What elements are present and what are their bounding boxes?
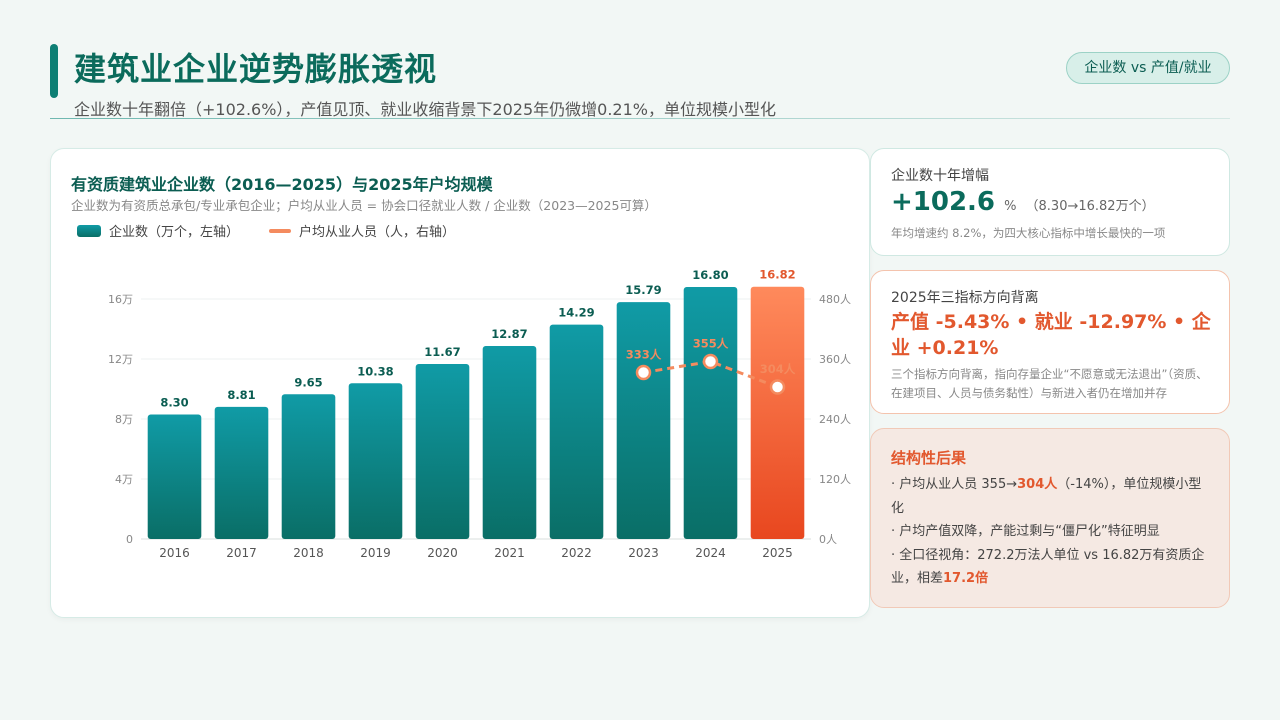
topic-pill: 企业数 vs 产值/就业 [1066, 52, 1230, 84]
x-tick-label: 2016 [159, 546, 190, 560]
bar-2023 [616, 302, 671, 539]
divergence-card: 2025年三指标方向背离 产值 -5.43% • 就业 -12.97% • 企业… [870, 270, 1230, 414]
bar-value-label: 16.82 [759, 268, 795, 282]
chart-title: 有资质建筑业企业数（2016—2025）与2025年户均规模 [71, 175, 493, 194]
item1-pre: · 户均从业人员 355→ [891, 477, 1018, 492]
x-tick-label: 2024 [695, 546, 726, 560]
divergence-label: 2025年三指标方向背离 [891, 290, 1039, 306]
x-tick-label: 2019 [360, 546, 391, 560]
bar-2024 [683, 287, 738, 539]
bar-2022 [549, 324, 604, 539]
bar-value-label: 15.79 [625, 283, 661, 297]
y-right-tick-label: 480人 [819, 293, 851, 306]
line-value-label: 355人 [693, 337, 729, 351]
line-point [635, 364, 652, 381]
bar-2021 [482, 345, 537, 539]
bar-value-label: 11.67 [424, 345, 460, 359]
bar-2025 [750, 286, 805, 539]
x-tick-label: 2017 [226, 546, 257, 560]
page-subtitle: 企业数十年翻倍（+102.6%），产值见顶、就业收缩背景下2025年仍微增0.2… [74, 100, 776, 119]
title-accent-bar [50, 44, 58, 98]
bar-2017 [214, 406, 269, 539]
growth-value-row: +102.6 % （8.30→16.82万个） [891, 187, 1155, 217]
legend-bar-label: 企业数（万个，左轴） [109, 225, 240, 240]
bar-value-label: 10.38 [357, 364, 393, 378]
item3-pre: · 全口径视角：272.2万法人单位 vs 16.82万有资质企业，相差 [891, 547, 1205, 587]
line-point [769, 379, 786, 395]
line-point [702, 353, 719, 370]
line-value-label: 333人 [626, 348, 662, 362]
growth-label: 企业数十年增幅 [891, 168, 989, 184]
chart-svg: 8.30 8.81 9.65 10.38 11.67 12.87 14.29 15.79 16.… [108, 268, 851, 560]
item1-post: （-14%），单位规模小型化 [891, 477, 1202, 516]
y-right-tick-label: 120人 [819, 473, 851, 486]
page-title: 建筑业企业逆势膨胀透视 [74, 50, 438, 88]
bar-2016 [147, 414, 202, 539]
y-left-tick-label: 4万 [115, 473, 133, 486]
bar-value-label: 16.80 [692, 268, 728, 282]
line-value-label: 304人 [760, 362, 796, 376]
growth-note: 年均增速约 8.2%，为四大核心指标中增长最快的一项 [891, 226, 1166, 240]
consequence-item-3: · 全口径视角：272.2万法人单位 vs 16.82万有资质企业，相差17.2… [891, 544, 1213, 591]
item1-highlight: 304人 [1017, 477, 1058, 492]
bar-value-label: 12.87 [491, 327, 527, 341]
divergence-headline: 产值 -5.43% • 就业 -12.97% • 企业 +0.21% [891, 311, 1211, 359]
growth-unit: % [1004, 199, 1017, 214]
growth-card: 企业数十年增幅 +102.6 % （8.30→16.82万个） 年均增速约 8.… [870, 148, 1230, 256]
bar-2020 [415, 363, 470, 539]
y-left-tick-label: 8万 [115, 413, 133, 426]
divergence-text: 三个指标方向背离，指向存量企业“不愿意或无法退出”（资质、在建项目、人员与债务黏… [891, 367, 1208, 400]
chart-card: 8.30 8.81 9.65 10.38 11.67 12.87 14.29 15.79 16.… [50, 148, 870, 618]
x-tick-label: 2023 [628, 546, 659, 560]
y-right-tick-label: 240人 [819, 413, 851, 426]
consequence-item-2: · 户均产值双降，产能过剩与“僵尸化”特征明显 [891, 524, 1160, 539]
chart-legend: 企业数（万个，左轴） 户均从业人员（人，右轴） [77, 221, 455, 240]
y-left-tick-label: 16万 [108, 293, 133, 306]
legend-bar-swatch [77, 224, 101, 237]
bar-2019 [348, 383, 403, 539]
consequence-item-1: · 户均从业人员 355→304人（-14%），单位规模小型化 [891, 473, 1213, 520]
chart-subtitle: 企业数为有资质总承包/专业承包企业；户均从业人员 = 协会口径就业人数 / 企业… [71, 198, 657, 213]
growth-value: +102.6 [891, 187, 996, 217]
bar-value-label: 8.81 [227, 388, 255, 402]
bar-value-label: 9.65 [294, 375, 322, 389]
legend-line-label: 户均从业人员（人，右轴） [299, 225, 456, 240]
item3-highlight: 17.2倍 [943, 571, 989, 586]
growth-range: （8.30→16.82万个） [1025, 199, 1155, 214]
consequence-list: · 户均从业人员 355→304人（-14%），单位规模小型化 · 户均产值双降… [891, 473, 1213, 591]
bar-value-label: 8.30 [160, 396, 188, 410]
header-divider [50, 118, 1230, 119]
legend-line-swatch [269, 228, 292, 233]
consequence-card: 结构性后果 · 户均从业人员 355→304人（-14%），单位规模小型化 · … [870, 428, 1230, 608]
bar-value-label: 14.29 [558, 306, 594, 320]
y-right-tick-label: 0人 [819, 533, 837, 546]
y-left-tick-label: 12万 [108, 353, 133, 366]
x-tick-label: 2022 [561, 546, 592, 560]
bar-2018 [281, 394, 336, 539]
x-tick-label: 2020 [427, 546, 458, 560]
x-tick-label: 2018 [293, 546, 324, 560]
consequence-title: 结构性后果 [891, 449, 967, 467]
x-tick-label: 2025 [762, 546, 793, 560]
y-right-tick-label: 360人 [819, 353, 851, 366]
x-tick-label: 2021 [494, 546, 525, 560]
y-left-tick-label: 0 [126, 533, 133, 546]
